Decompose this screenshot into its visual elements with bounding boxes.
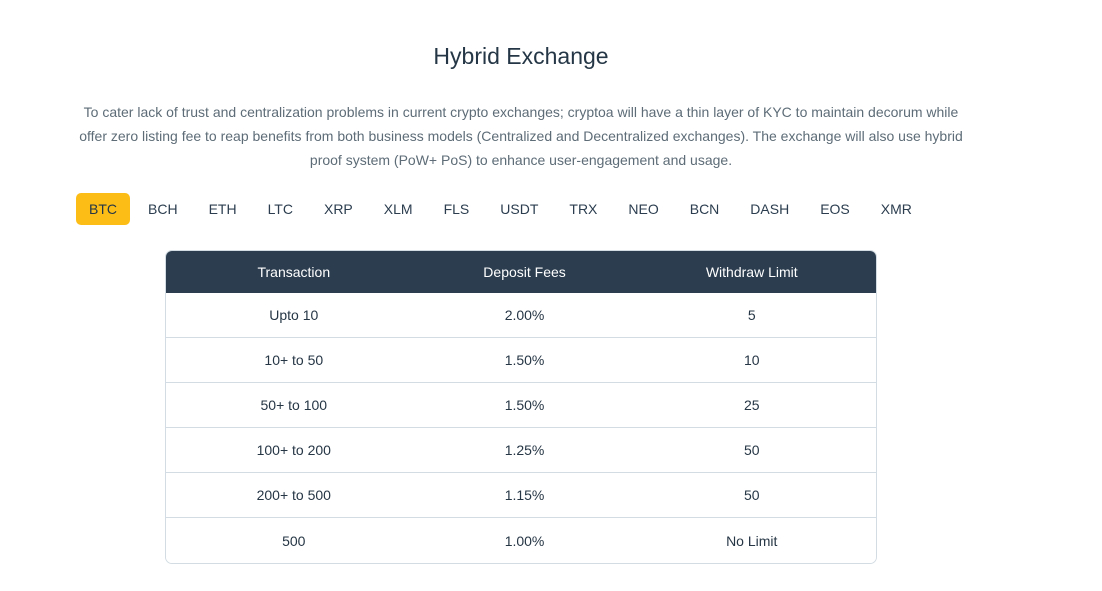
cell-transaction: 200+ to 500: [166, 473, 422, 518]
description-line-3: proof system (PoW+ PoS) to enhance user-…: [309, 152, 733, 168]
cell-withdraw-limit: 50: [627, 473, 876, 518]
cell-withdraw-limit: 5: [627, 293, 876, 338]
table-row: 50+ to 100 1.50% 25: [166, 383, 876, 428]
coin-tabs: BTC BCH ETH LTC XRP XLM FLS USDT TRX NEO…: [76, 193, 966, 225]
table-header: Transaction Deposit Fees Withdraw Limit: [166, 251, 876, 293]
cell-transaction: 500: [166, 518, 422, 563]
fees-table: Transaction Deposit Fees Withdraw Limit …: [165, 250, 877, 564]
column-header-withdraw-limit: Withdraw Limit: [705, 264, 798, 280]
tab-bch[interactable]: BCH: [135, 193, 191, 225]
tab-dash[interactable]: DASH: [737, 193, 802, 225]
description-line-2: offer zero listing fee to reap benefits …: [79, 128, 963, 144]
tab-neo[interactable]: NEO: [615, 193, 671, 225]
cell-deposit-fees: 2.00%: [421, 293, 628, 338]
cell-withdraw-limit: 25: [627, 383, 876, 428]
cell-deposit-fees: 1.15%: [421, 473, 628, 518]
table-row: 500 1.00% No Limit: [166, 518, 876, 563]
table-header-row: Transaction Deposit Fees Withdraw Limit: [166, 251, 876, 293]
cell-withdraw-limit: 50: [627, 428, 876, 473]
table-body: Upto 10 2.00% 5 10+ to 50 1.50% 10 50+ t…: [166, 293, 876, 563]
table-row: 100+ to 200 1.25% 50: [166, 428, 876, 473]
cell-transaction: Upto 10: [166, 293, 422, 338]
cell-transaction: 100+ to 200: [166, 428, 422, 473]
cell-withdraw-limit: No Limit: [627, 518, 876, 563]
tab-xmr[interactable]: XMR: [868, 193, 925, 225]
tab-trx[interactable]: TRX: [556, 193, 610, 225]
cell-deposit-fees: 1.50%: [421, 338, 628, 383]
column-header-transaction: Transaction: [257, 264, 331, 280]
cell-deposit-fees: 1.00%: [421, 518, 628, 563]
table-row: Upto 10 2.00% 5: [166, 293, 876, 338]
tab-usdt[interactable]: USDT: [487, 193, 551, 225]
cell-deposit-fees: 1.50%: [421, 383, 628, 428]
hybrid-exchange-section: Hybrid Exchange To cater lack of trust a…: [76, 0, 966, 564]
tab-xrp[interactable]: XRP: [311, 193, 366, 225]
tab-fls[interactable]: FLS: [431, 193, 483, 225]
cell-transaction: 10+ to 50: [166, 338, 422, 383]
column-header-deposit-fees: Deposit Fees: [483, 264, 566, 280]
fees-table-grid: Transaction Deposit Fees Withdraw Limit …: [166, 251, 876, 563]
cell-withdraw-limit: 10: [627, 338, 876, 383]
table-row: 10+ to 50 1.50% 10: [166, 338, 876, 383]
tab-btc[interactable]: BTC: [76, 193, 130, 225]
tab-ltc[interactable]: LTC: [255, 193, 306, 225]
table-row: 200+ to 500 1.15% 50: [166, 473, 876, 518]
tab-eth[interactable]: ETH: [196, 193, 250, 225]
cell-transaction: 50+ to 100: [166, 383, 422, 428]
page-title: Hybrid Exchange: [433, 43, 609, 69]
cell-deposit-fees: 1.25%: [421, 428, 628, 473]
section-description: To cater lack of trust and centralizatio…: [76, 100, 966, 172]
description-line-1: To cater lack of trust and centralizatio…: [83, 104, 959, 120]
tab-eos[interactable]: EOS: [807, 193, 863, 225]
tab-bcn[interactable]: BCN: [677, 193, 733, 225]
tab-xlm[interactable]: XLM: [371, 193, 426, 225]
